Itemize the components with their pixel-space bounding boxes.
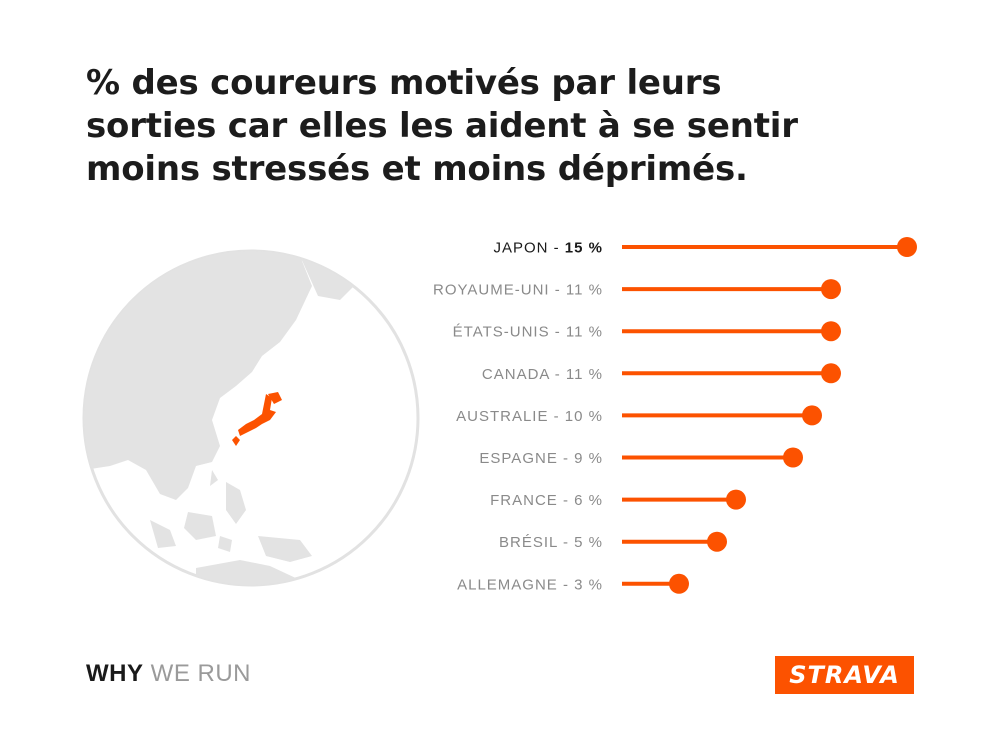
category-label: ESPAGNE - 9 % [479,450,603,467]
category-label: BRÉSIL - 5 % [499,534,603,551]
strava-logo: STRAVA [775,656,914,694]
category-label: FRANCE - 6 % [490,492,603,509]
bar-end-dot [707,531,727,552]
category-label: ALLEMAGNE - 3 % [457,576,603,593]
category-label: ROYAUME-UNI - 11 % [433,282,603,299]
category-label: ÉTATS-UNIS - 11 % [453,324,603,341]
bar-end-dot [669,573,689,594]
bar-end-dot [821,279,841,300]
brand-we-run: WE RUN [143,660,251,687]
category-label-value: 15 % [565,240,603,257]
why-we-run-brand: WHY WE RUN [86,660,251,688]
bar-end-dot [821,321,841,342]
bar-end-dot [783,447,803,468]
bar-end-dot [821,363,841,384]
category-label: AUSTRALIE - 10 % [456,408,603,425]
category-label: CANADA - 11 % [482,366,603,383]
category-label-name: JAPON - [493,240,564,257]
bar-end-dot [726,489,746,510]
bar-end-dot [897,237,917,257]
bar-end-dot [802,405,822,426]
category-label: JAPON - 15 % [493,240,603,257]
chart-title: % des coureurs motivés par leurs sorties… [86,63,798,189]
brand-why: WHY [86,660,144,687]
